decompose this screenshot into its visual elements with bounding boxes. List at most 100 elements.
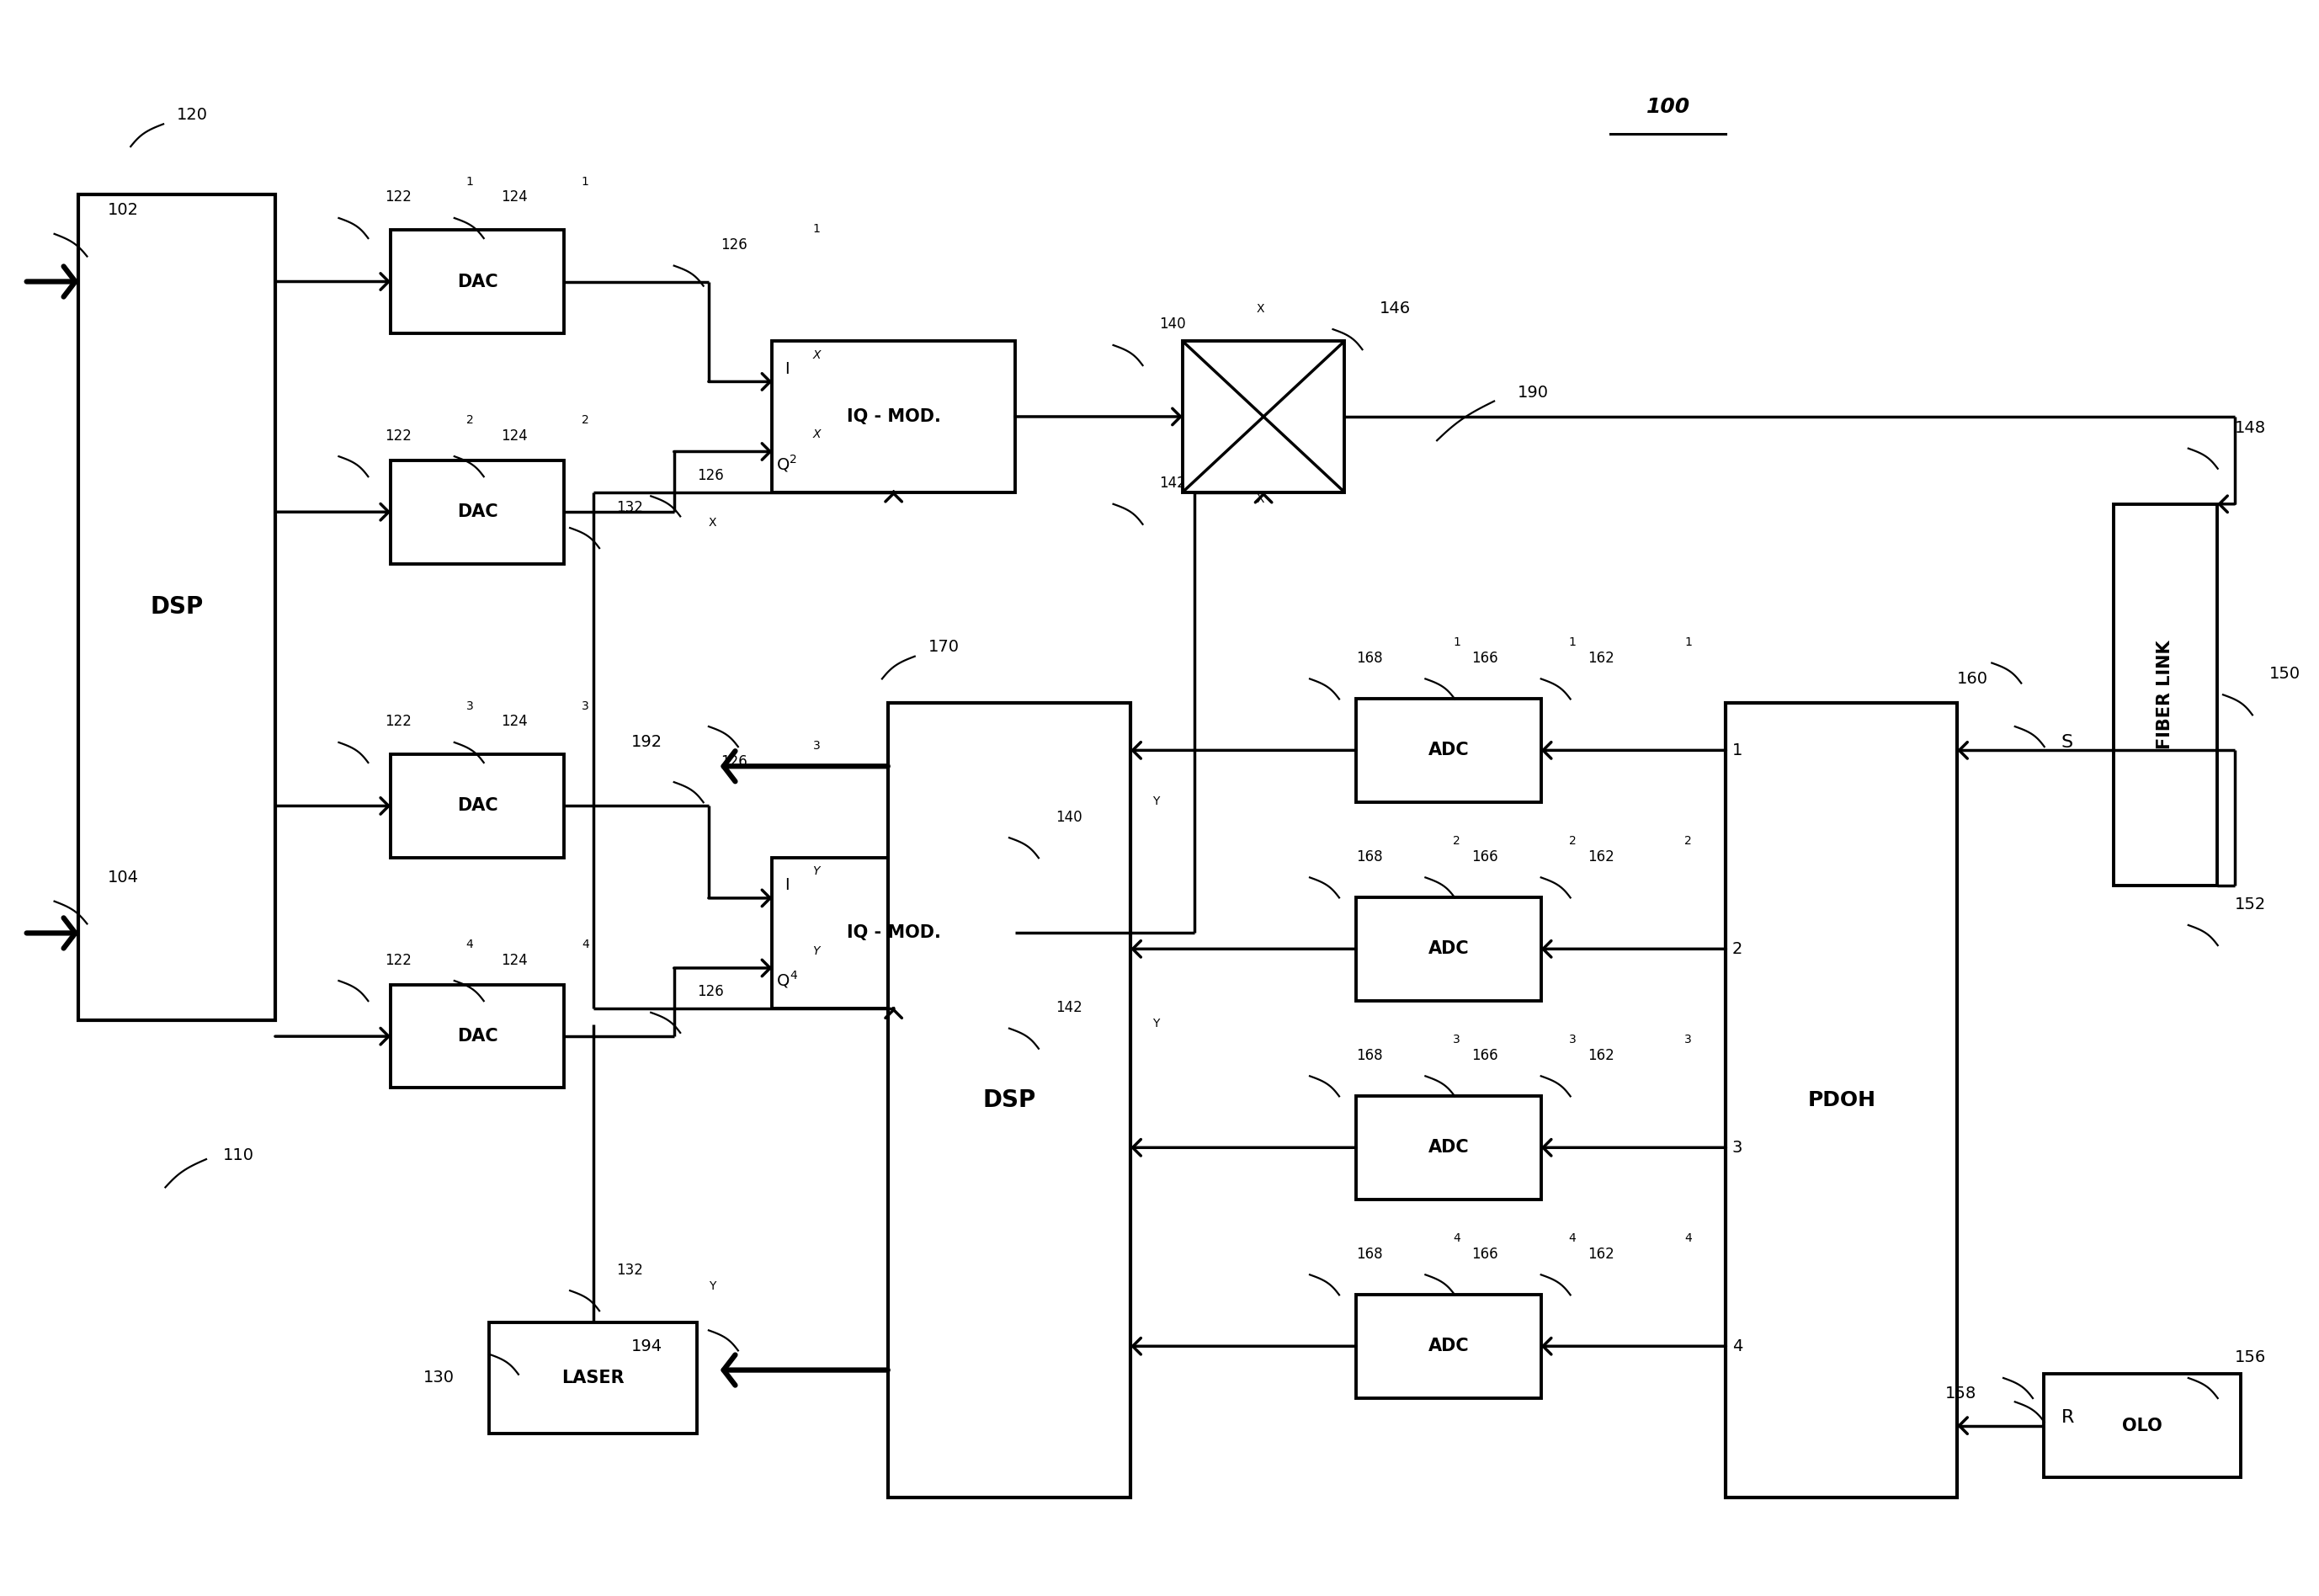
Text: X: X bbox=[710, 517, 717, 528]
Text: 3: 3 bbox=[812, 739, 821, 752]
Text: 158: 158 bbox=[1946, 1385, 1976, 1401]
Text: 130: 130 bbox=[422, 1369, 455, 1385]
FancyBboxPatch shape bbox=[392, 230, 564, 334]
Text: Y: Y bbox=[1153, 795, 1160, 808]
Text: 2: 2 bbox=[1568, 835, 1577, 847]
Text: Y: Y bbox=[812, 945, 821, 958]
Text: 166: 166 bbox=[1473, 1049, 1498, 1063]
Text: 2: 2 bbox=[466, 413, 473, 426]
Text: 168: 168 bbox=[1357, 849, 1382, 865]
Text: ADC: ADC bbox=[1429, 742, 1468, 758]
Text: 150: 150 bbox=[2270, 666, 2300, 681]
Text: 142: 142 bbox=[1160, 476, 1187, 492]
Text: 2: 2 bbox=[788, 453, 798, 466]
Text: 2: 2 bbox=[582, 413, 589, 426]
Text: 170: 170 bbox=[928, 638, 960, 654]
Text: 4: 4 bbox=[1684, 1232, 1691, 1243]
Text: 168: 168 bbox=[1357, 1246, 1382, 1261]
Text: 4: 4 bbox=[466, 938, 473, 950]
Text: 1: 1 bbox=[466, 176, 473, 187]
Text: 1: 1 bbox=[812, 223, 821, 235]
Text: 104: 104 bbox=[107, 870, 139, 886]
Text: PDOH: PDOH bbox=[1807, 1090, 1876, 1109]
Text: 166: 166 bbox=[1473, 1246, 1498, 1261]
Text: FIBER LINK: FIBER LINK bbox=[2157, 640, 2173, 749]
Text: DSP: DSP bbox=[151, 595, 204, 619]
Text: 132: 132 bbox=[617, 500, 642, 516]
Text: 126: 126 bbox=[698, 468, 724, 484]
Text: 166: 166 bbox=[1473, 651, 1498, 666]
Text: DAC: DAC bbox=[457, 504, 499, 520]
Text: R: R bbox=[2062, 1409, 2073, 1427]
Text: 124: 124 bbox=[501, 953, 526, 967]
FancyBboxPatch shape bbox=[392, 460, 564, 563]
Text: 140: 140 bbox=[1160, 318, 1185, 332]
Text: 2: 2 bbox=[1732, 942, 1742, 958]
Text: 122: 122 bbox=[385, 953, 413, 967]
Text: 160: 160 bbox=[1957, 670, 1987, 686]
Text: 3: 3 bbox=[582, 701, 589, 712]
Text: 126: 126 bbox=[721, 753, 747, 769]
Text: 124: 124 bbox=[501, 190, 526, 204]
Text: 110: 110 bbox=[223, 1148, 255, 1163]
Text: Y: Y bbox=[812, 865, 821, 878]
Text: 4: 4 bbox=[1568, 1232, 1577, 1243]
Text: Y: Y bbox=[1153, 1018, 1160, 1029]
Text: S: S bbox=[2062, 734, 2073, 750]
Text: 1: 1 bbox=[1454, 637, 1461, 648]
Text: ADC: ADC bbox=[1429, 940, 1468, 958]
Text: 3: 3 bbox=[1732, 1140, 1742, 1156]
Text: 4: 4 bbox=[1732, 1337, 1742, 1353]
Text: 132: 132 bbox=[617, 1262, 642, 1277]
Text: 1: 1 bbox=[1684, 637, 1693, 648]
Text: ADC: ADC bbox=[1429, 1140, 1468, 1156]
Text: IQ - MOD.: IQ - MOD. bbox=[846, 924, 942, 942]
Text: 120: 120 bbox=[176, 107, 209, 123]
FancyBboxPatch shape bbox=[1357, 699, 1542, 801]
Text: 3: 3 bbox=[1568, 1034, 1577, 1045]
Text: 162: 162 bbox=[1586, 1246, 1614, 1261]
Text: IQ - MOD.: IQ - MOD. bbox=[846, 409, 942, 425]
Text: 2: 2 bbox=[1454, 835, 1461, 847]
Text: X: X bbox=[812, 350, 821, 361]
Text: 100: 100 bbox=[1646, 97, 1691, 117]
Text: 190: 190 bbox=[1519, 385, 1549, 401]
FancyBboxPatch shape bbox=[1357, 1294, 1542, 1398]
Text: OLO: OLO bbox=[2122, 1417, 2161, 1435]
Text: ADC: ADC bbox=[1429, 1337, 1468, 1355]
Text: 1: 1 bbox=[1568, 637, 1577, 648]
Text: 142: 142 bbox=[1055, 1001, 1083, 1015]
FancyBboxPatch shape bbox=[1183, 342, 1345, 492]
Text: 152: 152 bbox=[2236, 897, 2266, 913]
Text: 2: 2 bbox=[1684, 835, 1691, 847]
Text: DSP: DSP bbox=[983, 1088, 1037, 1112]
Text: 166: 166 bbox=[1473, 849, 1498, 865]
Text: Q: Q bbox=[777, 974, 788, 990]
Text: 162: 162 bbox=[1586, 1049, 1614, 1063]
Text: 122: 122 bbox=[385, 713, 413, 729]
Text: 148: 148 bbox=[2236, 420, 2266, 436]
Text: 192: 192 bbox=[631, 734, 663, 750]
Text: 3: 3 bbox=[1684, 1034, 1691, 1045]
Text: 162: 162 bbox=[1586, 651, 1614, 666]
Text: X: X bbox=[1257, 303, 1264, 314]
Text: 4: 4 bbox=[788, 970, 798, 982]
Text: 162: 162 bbox=[1586, 849, 1614, 865]
FancyBboxPatch shape bbox=[2043, 1374, 2240, 1478]
Text: DAC: DAC bbox=[457, 1028, 499, 1045]
Text: 126: 126 bbox=[721, 238, 747, 252]
Text: 1: 1 bbox=[582, 176, 589, 187]
Text: I: I bbox=[784, 878, 788, 894]
Text: 156: 156 bbox=[2236, 1349, 2266, 1365]
Text: DAC: DAC bbox=[457, 273, 499, 290]
FancyBboxPatch shape bbox=[1357, 1096, 1542, 1199]
FancyBboxPatch shape bbox=[392, 755, 564, 857]
Text: 140: 140 bbox=[1055, 809, 1083, 825]
Text: 126: 126 bbox=[698, 985, 724, 999]
Text: X: X bbox=[1257, 493, 1264, 506]
FancyBboxPatch shape bbox=[772, 857, 1016, 1009]
Text: 124: 124 bbox=[501, 428, 526, 444]
Text: Y: Y bbox=[710, 1280, 717, 1291]
Text: 146: 146 bbox=[1380, 300, 1410, 316]
Text: 4: 4 bbox=[1454, 1232, 1461, 1243]
